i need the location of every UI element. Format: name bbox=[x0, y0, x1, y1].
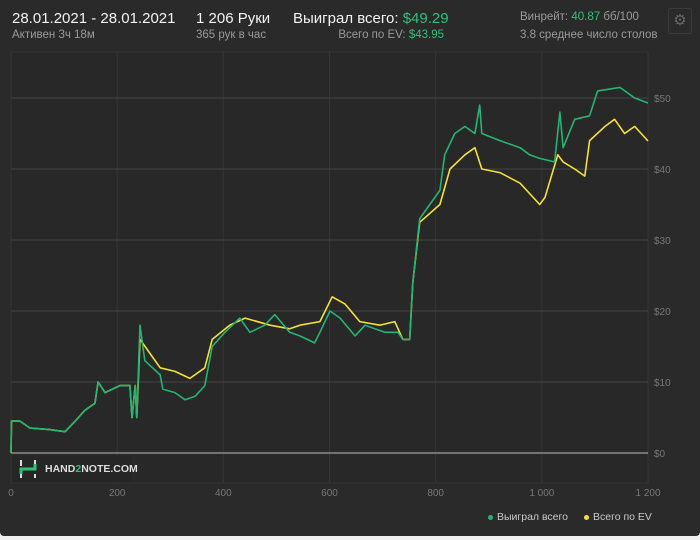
winrate-unit: бб/100 bbox=[603, 11, 639, 23]
gear-icon[interactable]: ⚙ bbox=[668, 8, 692, 34]
legend-ev-label: Всего по EV bbox=[593, 511, 652, 523]
x-tick-label: 800 bbox=[427, 488, 444, 499]
legend-won[interactable]: Выиграл всего bbox=[488, 511, 568, 523]
active-time: Активен 3ч 18м bbox=[12, 29, 95, 41]
x-tick-label: 200 bbox=[109, 488, 126, 499]
legend-won-label: Выиграл всего bbox=[497, 511, 568, 523]
y-tick-label: $40 bbox=[654, 165, 671, 176]
won-value: $49.29 bbox=[402, 10, 449, 27]
y-tick-label: $0 bbox=[654, 449, 666, 460]
watermark: HAND2NOTE.COM bbox=[12, 456, 138, 482]
x-tick-label: 400 bbox=[215, 488, 232, 499]
won-total: Выиграл всего: $49.29 bbox=[293, 10, 449, 27]
hands-count: 1 206 Руки bbox=[196, 10, 271, 27]
y-tick-label: $20 bbox=[654, 307, 671, 318]
ev-value: $43.95 bbox=[408, 29, 444, 41]
y-tick-label: $30 bbox=[654, 236, 671, 247]
y-tick-label: $10 bbox=[654, 378, 671, 389]
x-tick-label: 1 000 bbox=[529, 488, 554, 499]
watermark-text: HAND2NOTE.COM bbox=[45, 463, 138, 475]
date-range: 28.01.2021 - 28.01.2021 bbox=[12, 10, 176, 27]
legend-dot-ev bbox=[584, 514, 589, 520]
ev-label: Всего по EV: bbox=[338, 29, 406, 41]
hand2note-logo-icon bbox=[19, 460, 37, 478]
ev-total: Всего по EV: $43.95 bbox=[338, 29, 444, 41]
winrate-label: Винрейт: bbox=[520, 11, 569, 23]
winrate-value: 40.87 bbox=[571, 11, 601, 23]
x-tick-label: 0 bbox=[8, 488, 14, 499]
x-tick-label: 600 bbox=[321, 488, 338, 499]
avg-tables: 3.8 среднее число столов bbox=[520, 29, 658, 41]
y-tick-label: $50 bbox=[654, 94, 671, 105]
x-tick-label: 1 200 bbox=[635, 488, 660, 499]
series-line-won bbox=[10, 86, 649, 454]
legend-ev[interactable]: Всего по EV bbox=[584, 511, 652, 523]
won-label: Выиграл всего: bbox=[293, 10, 399, 27]
legend-dot-won bbox=[488, 514, 493, 520]
hands-per-hour: 365 рук в час bbox=[196, 29, 267, 41]
winrate: Винрейт: 40.87 бб/100 bbox=[520, 11, 639, 23]
